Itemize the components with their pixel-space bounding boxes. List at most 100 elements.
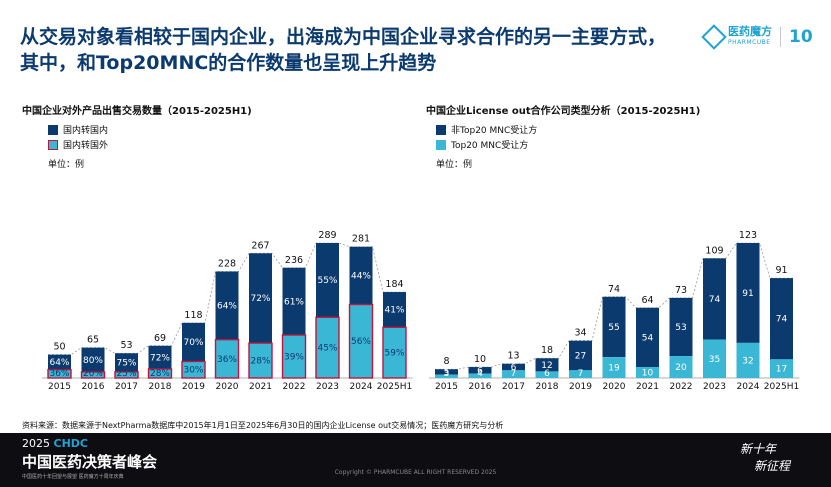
bar-data-label: 59% bbox=[384, 349, 404, 359]
bar-total-label: 53 bbox=[120, 340, 132, 351]
bar-data-label: 53 bbox=[675, 323, 686, 333]
bar-data-label: 3 bbox=[444, 369, 450, 379]
x-tick-label: 2016 bbox=[469, 382, 492, 392]
slogan-line-2: 新征程 bbox=[754, 459, 791, 473]
footer-copyright: Copyright © PHARMCUBE ALL RIGHT RESERVED… bbox=[334, 469, 497, 476]
legend-item: 非Top20 MNC受让方 bbox=[436, 122, 537, 137]
bar-data-label: 91 bbox=[742, 289, 753, 299]
bar-data-label: 4 bbox=[477, 369, 483, 379]
x-tick-label: 2021 bbox=[636, 382, 659, 392]
bar-segment-top bbox=[669, 297, 693, 357]
bar-total-label: 184 bbox=[385, 279, 403, 290]
left-legend: 国内转国内 国内转国外 bbox=[48, 122, 108, 152]
x-tick-label: 2017 bbox=[115, 382, 138, 392]
footer-slogan: 新十年 新征程 bbox=[740, 441, 790, 475]
bar-segment-top bbox=[48, 354, 71, 370]
bar-data-label: 27 bbox=[575, 352, 586, 362]
bar-data-label: 17 bbox=[776, 365, 787, 375]
footer-conference: 中国医药决策者峰会 bbox=[22, 453, 158, 471]
bar-data-label: 32 bbox=[742, 356, 753, 366]
x-tick-label: 2020 bbox=[216, 382, 239, 392]
bar-total-label: 228 bbox=[218, 258, 236, 269]
bar-segment-top bbox=[148, 345, 172, 369]
right-legend: 非Top20 MNC受让方 Top20 MNC受让方 bbox=[436, 122, 537, 152]
footer-year: 2025 CHDC bbox=[22, 437, 88, 450]
bar-segment-bottom bbox=[248, 342, 273, 379]
bar-total-label: 13 bbox=[507, 351, 519, 362]
bar-segment-top bbox=[468, 367, 492, 374]
x-tick-label: 2016 bbox=[82, 382, 105, 392]
x-tick-label: 2025H1 bbox=[377, 382, 412, 392]
bar-segment-top bbox=[215, 271, 239, 340]
bar-segment-top bbox=[435, 369, 458, 375]
x-tick-label: 2018 bbox=[149, 382, 172, 392]
bar-data-label: 6 bbox=[544, 369, 550, 379]
bar-segment-bottom bbox=[80, 371, 106, 379]
bar-segment-bottom bbox=[214, 338, 240, 379]
bar-total-label: 236 bbox=[285, 255, 303, 266]
bar-total-label: 64 bbox=[641, 295, 653, 306]
legend-label: Top20 MNC受让方 bbox=[451, 141, 529, 151]
bar-data-label: 56% bbox=[351, 337, 371, 347]
legend-label: 国内转国外 bbox=[63, 141, 109, 151]
left-chart-title: 中国企业对外产品出售交易数量（2015-2025H1) bbox=[22, 106, 252, 117]
bar-data-label: 72% bbox=[150, 353, 170, 363]
x-tick-label: 2015 bbox=[48, 382, 71, 392]
bar-segment-bottom bbox=[181, 360, 206, 379]
bar-data-label: 54 bbox=[642, 333, 654, 343]
bar-segment-bottom bbox=[636, 367, 659, 378]
footer-year-text: 2025 bbox=[22, 437, 50, 450]
bar-data-label: 45% bbox=[317, 344, 337, 354]
x-tick-label: 2018 bbox=[536, 382, 559, 392]
bar-data-label: 36% bbox=[49, 369, 69, 379]
legend-item: 国内转国内 bbox=[48, 122, 108, 137]
bar-segment-top bbox=[182, 322, 205, 362]
bar-segment-bottom bbox=[468, 373, 492, 378]
x-tick-label: 2023 bbox=[703, 382, 726, 392]
right-unit-label: 单位：例 bbox=[436, 160, 473, 170]
bar-data-label: 55 bbox=[608, 323, 619, 333]
left-unit-label: 单位：例 bbox=[48, 160, 85, 170]
bar-data-label: 7 bbox=[511, 369, 517, 379]
bar-data-label: 64% bbox=[217, 302, 237, 312]
bar-data-label: 6 bbox=[511, 363, 517, 373]
bar-total-label: 10 bbox=[474, 354, 486, 365]
bar-data-label: 20 bbox=[675, 363, 687, 373]
bar-data-label: 74 bbox=[776, 315, 788, 325]
bar-segment-bottom bbox=[114, 371, 139, 379]
bar-segment-top bbox=[703, 258, 726, 340]
bar-data-label: 44% bbox=[351, 272, 371, 282]
bar-data-label: 10 bbox=[642, 369, 654, 379]
bar-data-label: 41% bbox=[384, 306, 404, 316]
x-tick-label: 2024 bbox=[737, 382, 760, 392]
legend-item: Top20 MNC受让方 bbox=[436, 137, 537, 152]
bar-total-label: 109 bbox=[705, 245, 723, 256]
anniversary-badge: 10 bbox=[789, 27, 813, 47]
bar-total-label: 18 bbox=[541, 345, 553, 356]
bar-segment-bottom bbox=[535, 371, 559, 378]
bar-data-label: 7 bbox=[578, 369, 584, 379]
bar-segment-top bbox=[736, 243, 760, 343]
bar-data-label: 70% bbox=[183, 338, 203, 348]
bar-segment-top bbox=[316, 243, 339, 318]
footer-bar bbox=[0, 433, 831, 487]
x-tick-label: 2022 bbox=[670, 382, 693, 392]
logo-divider bbox=[780, 27, 781, 47]
footer-brand: CHDC bbox=[53, 437, 88, 450]
bar-segment-top bbox=[602, 296, 626, 358]
bar-segment-top bbox=[282, 267, 306, 336]
slide-title: 从交易对象看相较于国内企业，出海成为中国企业寻求合作的另一主要方式，其中，和To… bbox=[20, 26, 667, 74]
bar-data-label: 39% bbox=[284, 353, 304, 363]
bar-segment-top bbox=[81, 347, 105, 372]
legend-swatch bbox=[48, 124, 58, 135]
bar-segment-bottom bbox=[348, 303, 374, 379]
bar-segment-bottom bbox=[281, 334, 307, 379]
company-logo: 医药魔方 PHARMCUBE 10 bbox=[701, 24, 813, 50]
x-tick-label: 2020 bbox=[603, 382, 626, 392]
slogan-line-1: 新十年 bbox=[740, 442, 777, 456]
bar-data-label: 20% bbox=[83, 369, 103, 379]
x-tick-label: 2025H1 bbox=[764, 382, 799, 392]
bar-data-label: 6 bbox=[477, 366, 483, 376]
bar-total-label: 118 bbox=[184, 310, 202, 321]
bar-data-label: 72% bbox=[250, 294, 270, 304]
